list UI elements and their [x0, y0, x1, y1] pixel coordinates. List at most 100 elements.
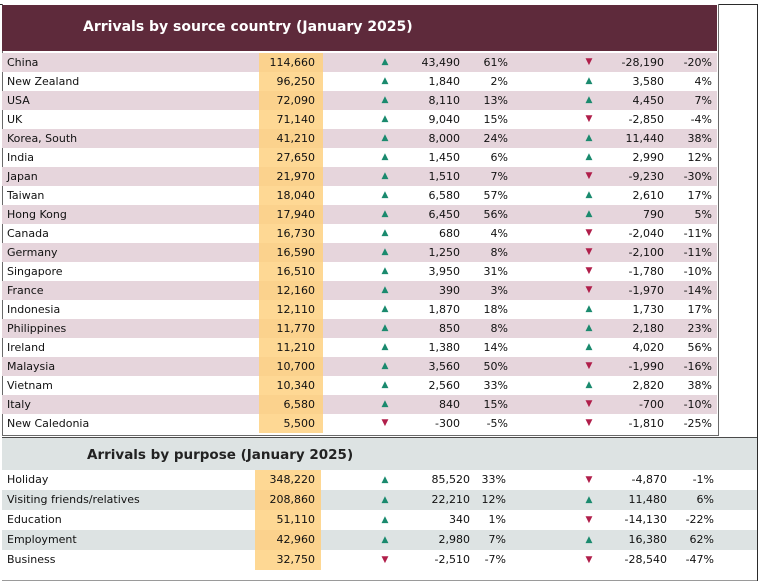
change-prepandemic-percent: 62% [689, 533, 714, 546]
change-year-percent: 4% [490, 227, 508, 240]
change-prepandemic-percent: 12% [687, 151, 712, 164]
arrivals-value: 16,730 [259, 224, 323, 243]
change-prepandemic-percent: 17% [687, 303, 712, 316]
change-prepandemic-value: 790 [643, 208, 664, 221]
triangle-up-icon: ▲ [381, 95, 389, 105]
triangle-down-icon: ▼ [585, 515, 593, 525]
triangle-up-icon: ▲ [381, 76, 389, 86]
triangle-up-icon: ▲ [381, 515, 389, 525]
purpose-table-title: Arrivals by purpose (January 2025) [87, 447, 354, 463]
row-label: Holiday [7, 473, 49, 486]
arrivals-value: 32,750 [255, 550, 321, 570]
table-row: India 27,650 ▲ 1,450 6% ▲ 2,990 12% [2, 148, 717, 167]
change-prepandemic-value: -4,870 [631, 473, 667, 486]
row-label: Taiwan [7, 189, 45, 202]
arrivals-value: 11,210 [259, 338, 323, 357]
change-year-percent: 18% [483, 303, 508, 316]
change-prepandemic-percent: 38% [687, 132, 712, 145]
triangle-up-icon: ▲ [381, 57, 389, 67]
table-row: UK 71,140 ▲ 9,040 15% ▼ -2,850 -4% [2, 110, 717, 129]
row-label: Canada [7, 227, 49, 240]
change-year-percent: 12% [481, 493, 506, 506]
triangle-up-icon: ▲ [381, 190, 389, 200]
change-prepandemic-percent: 4% [694, 75, 712, 88]
triangle-up-icon: ▲ [381, 342, 389, 352]
change-year-percent: 1% [488, 513, 506, 526]
table-row: Employment 42,960 ▲ 2,980 7% ▲ 16,380 62% [2, 530, 757, 550]
row-label: New Zealand [7, 75, 80, 88]
table-row: Canada 16,730 ▲ 680 4% ▼ -2,040 -11% [2, 224, 717, 243]
triangle-up-icon: ▲ [585, 380, 593, 390]
arrivals-value: 17,940 [259, 205, 323, 224]
change-year-value: 1,250 [428, 246, 461, 259]
country-table-body: China 114,660 ▲ 43,490 61% ▼ -28,190 -20% New Ze… [2, 53, 717, 433]
change-prepandemic-value: 2,820 [632, 379, 665, 392]
table-row: USA 72,090 ▲ 8,110 13% ▲ 4,450 7% [2, 91, 717, 110]
triangle-down-icon: ▼ [585, 555, 593, 565]
triangle-down-icon: ▼ [381, 555, 389, 565]
arrivals-value: 21,970 [259, 167, 323, 186]
arrivals-value: 51,110 [255, 510, 321, 530]
change-prepandemic-percent: -1% [692, 473, 714, 486]
change-prepandemic-value: 16,380 [628, 533, 668, 546]
change-year-percent: -5% [486, 417, 508, 430]
change-prepandemic-percent: -14% [683, 284, 712, 297]
table-row: Business 32,750 ▼ -2,510 -7% ▼ -28,540 -47% [2, 550, 757, 570]
change-year-percent: 15% [483, 398, 508, 411]
triangle-up-icon: ▲ [381, 323, 389, 333]
change-prepandemic-percent: -47% [685, 553, 714, 566]
change-year-value: 680 [439, 227, 460, 240]
change-prepandemic-percent: -25% [683, 417, 712, 430]
arrivals-value: 96,250 [259, 72, 323, 91]
triangle-up-icon: ▲ [585, 495, 593, 505]
change-prepandemic-percent: -4% [690, 113, 712, 126]
triangle-up-icon: ▲ [381, 247, 389, 257]
table-row: Visiting friends/relatives 208,860 ▲ 22,210… [2, 490, 757, 510]
triangle-down-icon: ▼ [585, 228, 593, 238]
table-row: New Zealand 96,250 ▲ 1,840 2% ▲ 3,580 4% [2, 72, 717, 91]
change-year-value: 22,210 [431, 493, 471, 506]
row-label: Malaysia [7, 360, 56, 373]
change-year-value: 8,000 [428, 132, 461, 145]
triangle-up-icon: ▲ [585, 133, 593, 143]
table-row: France 12,160 ▲ 390 3% ▼ -1,970 -14% [2, 281, 717, 300]
arrivals-value: 42,960 [255, 530, 321, 550]
triangle-up-icon: ▲ [381, 399, 389, 409]
change-prepandemic-percent: -20% [683, 56, 712, 69]
triangle-up-icon: ▲ [381, 380, 389, 390]
table-row: Taiwan 18,040 ▲ 6,580 57% ▲ 2,610 17% [2, 186, 717, 205]
change-prepandemic-value: -2,040 [628, 227, 664, 240]
arrivals-value: 348,220 [255, 470, 321, 490]
row-label: Ireland [7, 341, 46, 354]
change-year-value: 390 [439, 284, 460, 297]
row-label: Vietnam [7, 379, 53, 392]
change-prepandemic-value: 4,450 [632, 94, 665, 107]
triangle-up-icon: ▲ [585, 535, 593, 545]
country-table-title: Arrivals by source country (January 2025… [83, 19, 413, 35]
arrivals-value: 10,700 [259, 357, 323, 376]
row-label: Employment [7, 533, 77, 546]
row-label: Indonesia [7, 303, 61, 316]
change-prepandemic-value: 1,730 [632, 303, 665, 316]
change-year-percent: 61% [483, 56, 508, 69]
triangle-up-icon: ▲ [585, 342, 593, 352]
table-row: Holiday 348,220 ▲ 85,520 33% ▼ -4,870 -1% [2, 470, 757, 490]
change-prepandemic-percent: -11% [683, 227, 712, 240]
change-year-value: 3,560 [428, 360, 461, 373]
table-row: Ireland 11,210 ▲ 1,380 14% ▲ 4,020 56% [2, 338, 717, 357]
change-year-value: 840 [439, 398, 460, 411]
change-year-value: -2,510 [434, 553, 470, 566]
change-year-percent: 7% [490, 170, 508, 183]
change-year-percent: 33% [483, 379, 508, 392]
triangle-up-icon: ▲ [381, 285, 389, 295]
change-year-value: 850 [439, 322, 460, 335]
purpose-table-body: Holiday 348,220 ▲ 85,520 33% ▼ -4,870 -1% Visiti… [2, 470, 757, 570]
row-label: Japan [7, 170, 38, 183]
triangle-up-icon: ▲ [381, 228, 389, 238]
triangle-up-icon: ▲ [381, 266, 389, 276]
triangle-down-icon: ▼ [585, 418, 593, 428]
row-label: Korea, South [7, 132, 78, 145]
table-row: Germany 16,590 ▲ 1,250 8% ▼ -2,100 -11% [2, 243, 717, 262]
change-prepandemic-value: -2,850 [628, 113, 664, 126]
triangle-up-icon: ▲ [381, 361, 389, 371]
